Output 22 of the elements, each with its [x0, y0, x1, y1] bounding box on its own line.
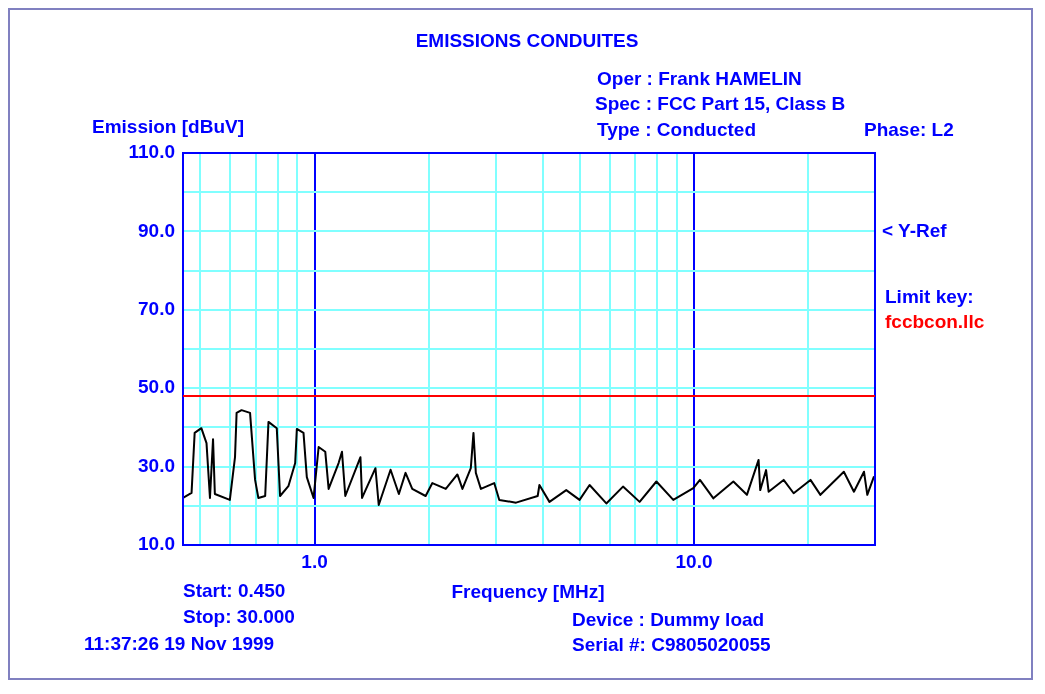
- y-tick-label: 10.0: [138, 533, 175, 555]
- y-tick-label: 50.0: [138, 376, 175, 398]
- y-tick-label: 90.0: [138, 219, 175, 241]
- text: Spec : FCC Part 15, Class B: [595, 93, 846, 115]
- y-tick-label: 30.0: [138, 454, 175, 476]
- text: Start: 0.450: [183, 580, 286, 602]
- y-axis-title: Emission [dBuV]: [92, 116, 245, 138]
- ref-line-label: fccbcon.llc: [885, 311, 985, 333]
- y-tick-label: 110.0: [128, 141, 175, 163]
- text: Stop: 30.000: [183, 606, 295, 628]
- text: Oper : Frank HAMELIN: [597, 68, 802, 90]
- x-axis-title: Frequency [MHz]: [451, 581, 605, 603]
- text: < Y-Ref: [882, 220, 948, 242]
- chart-title: EMISSIONS CONDUITES: [415, 30, 639, 52]
- text: 11:37:26 19 Nov 1999: [84, 633, 275, 655]
- text: Device : Dummy load: [572, 609, 765, 631]
- text: Phase: L2: [864, 119, 954, 141]
- y-tick-label: 70.0: [138, 298, 175, 320]
- x-tick-label: 1.0: [301, 550, 328, 572]
- text: Serial #: C9805020055: [572, 634, 772, 656]
- text: Limit key:: [885, 286, 974, 308]
- text: Type : Conducted: [597, 119, 757, 141]
